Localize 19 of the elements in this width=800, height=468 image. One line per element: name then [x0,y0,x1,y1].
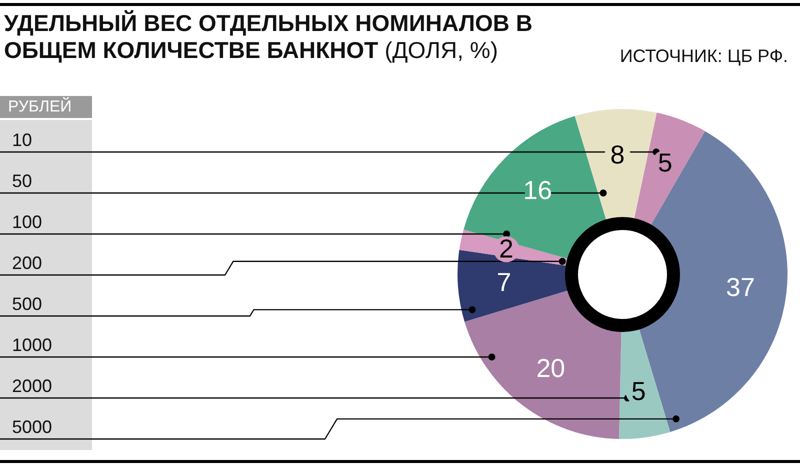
slice-label: 1000 [12,335,52,355]
data-label: 37 [726,272,755,302]
chart-subtitle: (ДОЛЯ, %) [384,37,498,63]
data-label: 20 [536,352,566,383]
slice-label: 5000 [12,417,52,437]
text: ИСТОЧНИК: ЦБ РФ. [620,46,788,67]
slice-label: 50 [12,171,32,191]
data-label: 8 [610,139,625,170]
data-label: 5 [631,376,646,406]
data-label: 2 [499,233,514,264]
data-label: 7 [496,266,512,297]
slice-label: 10 [12,130,32,150]
slice-label: 200 [12,253,42,273]
slice-label: 2000 [12,376,52,396]
slice-label: 500 [12,294,42,314]
slice-label: 100 [12,212,42,232]
data-label: 16 [523,175,552,206]
data-label: 5 [658,147,672,178]
legend-title: РУБЛЕЙ [8,96,72,116]
